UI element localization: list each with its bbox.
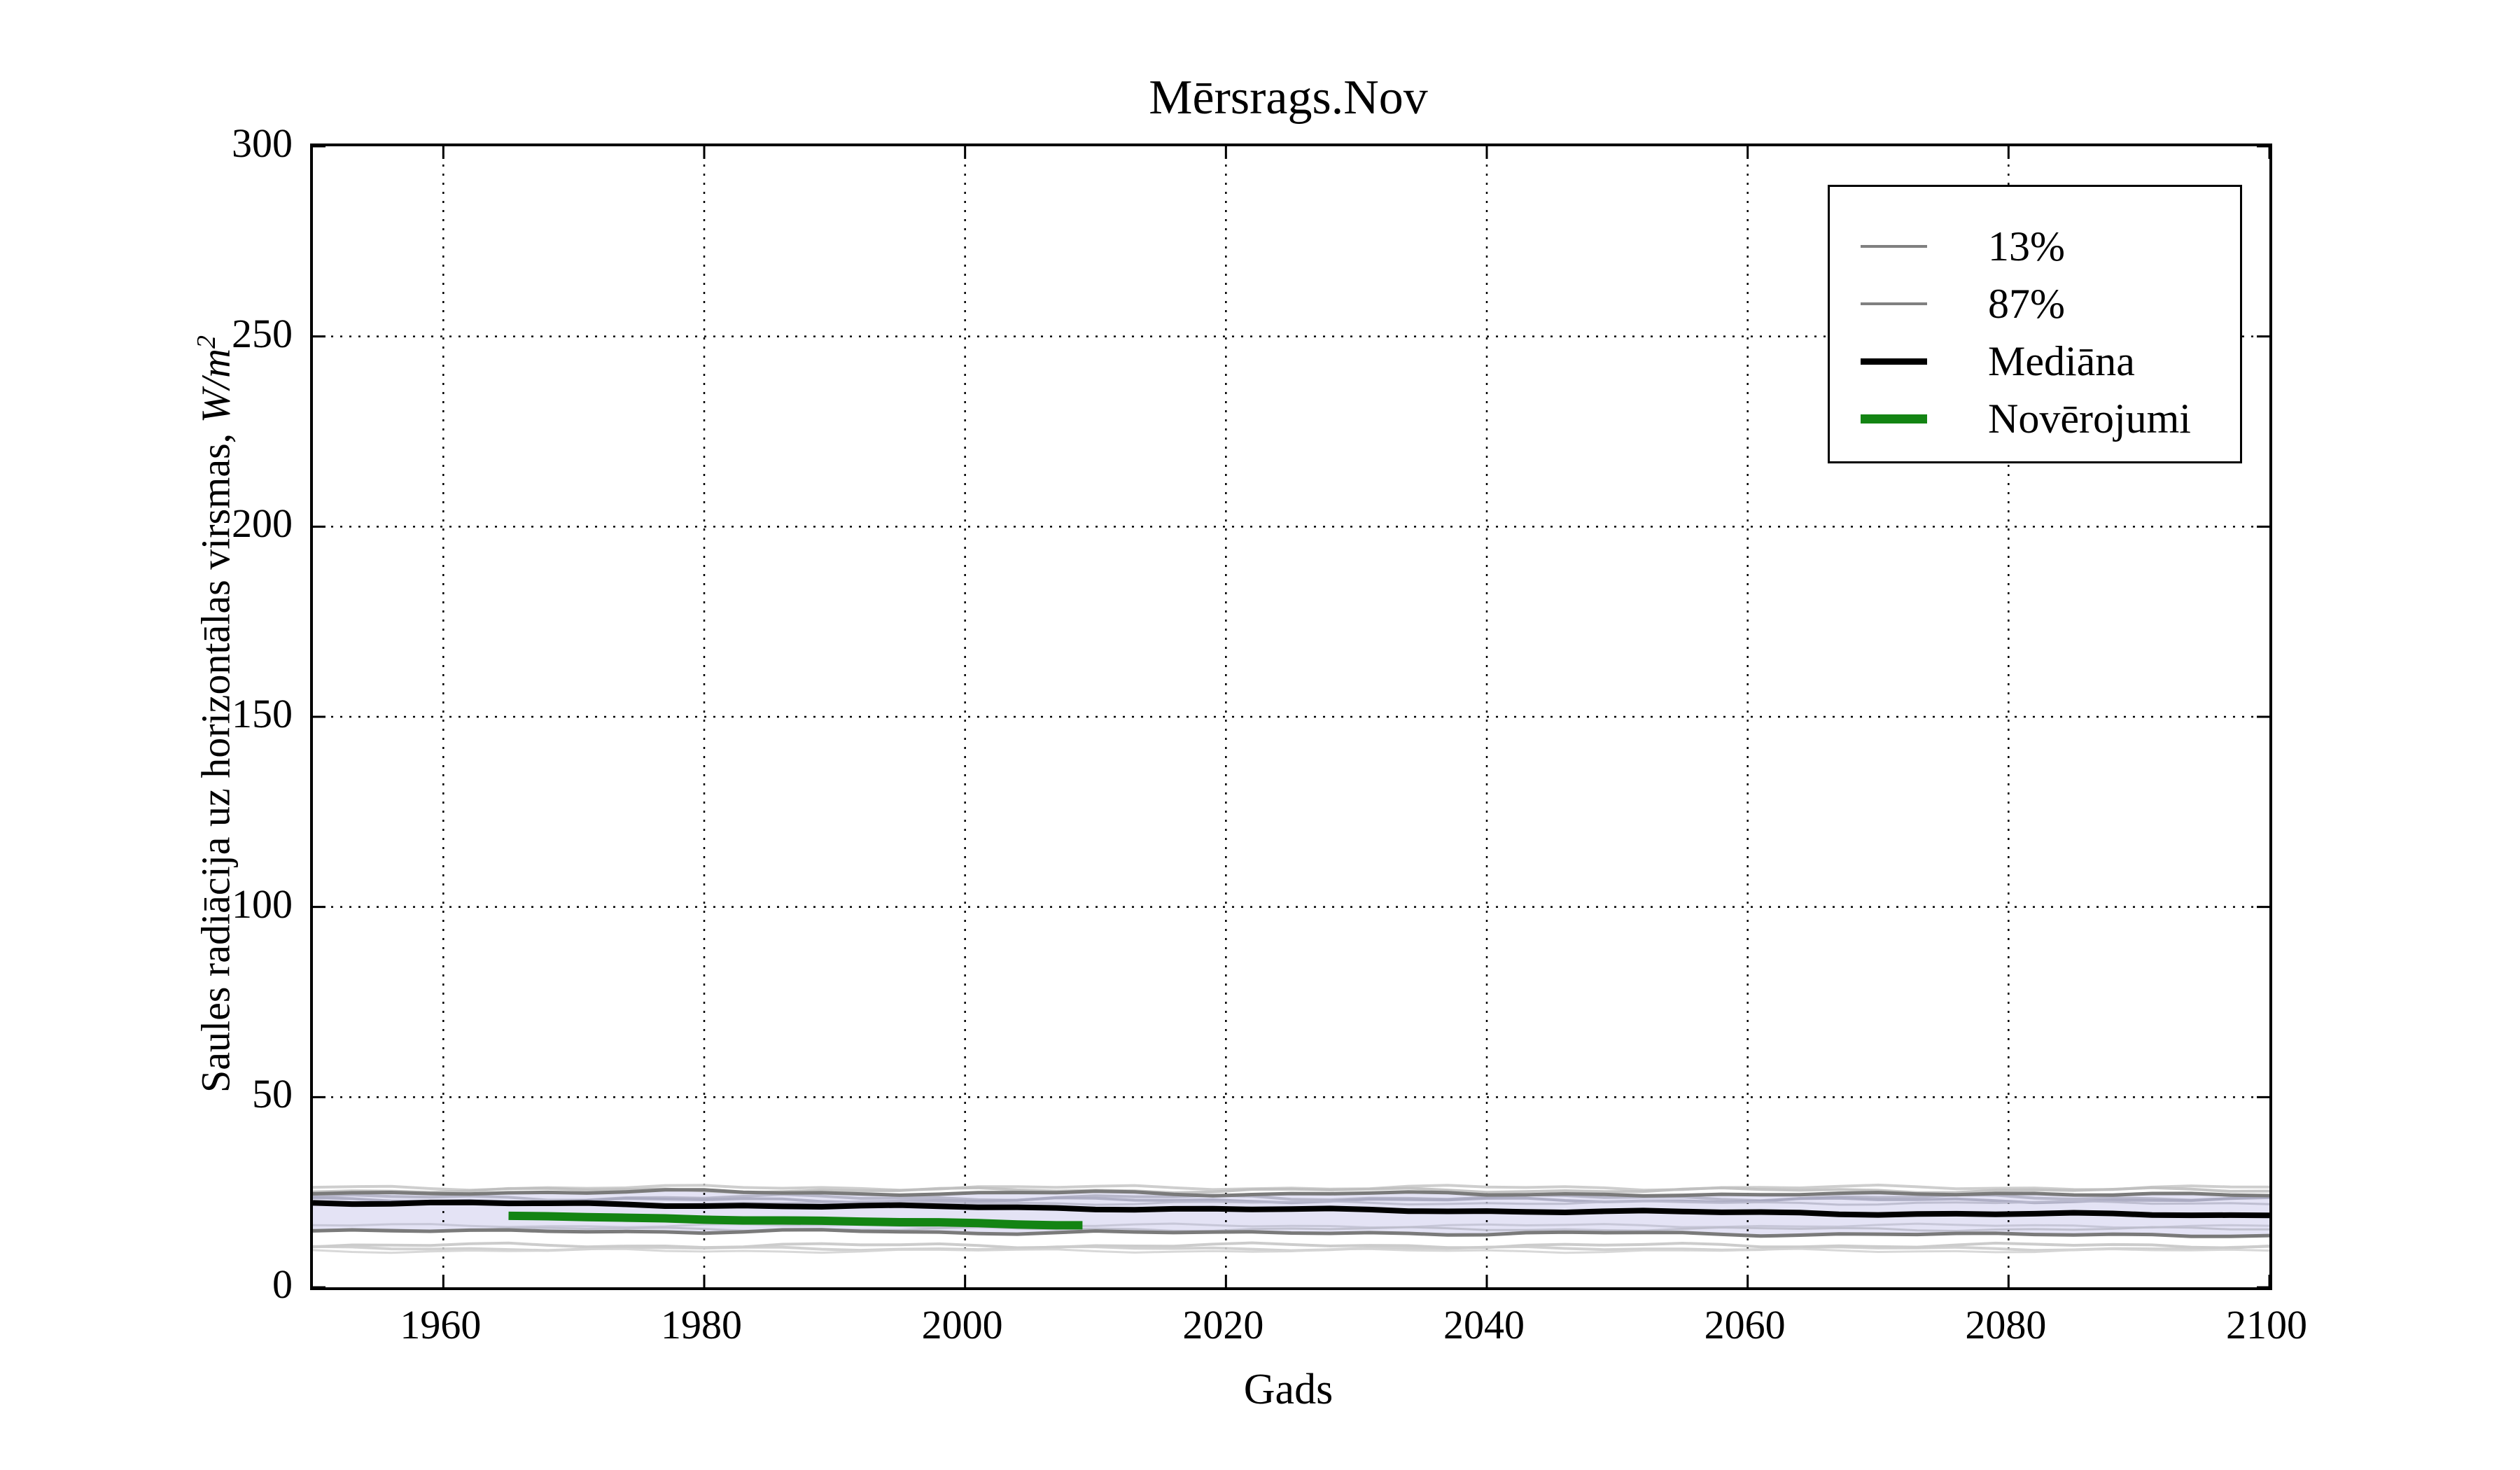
legend-line-noverojumi-swatch bbox=[1861, 414, 1927, 424]
chart-title: Mērsrags.Nov bbox=[1149, 71, 1428, 125]
y-axis-label-exponent: 2 bbox=[192, 335, 221, 349]
y-axis-label-text: Saules radiācija uz horizontālas virsmas… bbox=[192, 423, 239, 1093]
legend-item-87pct: 87% bbox=[1830, 275, 2240, 332]
ensemble-line-9 bbox=[313, 1247, 2269, 1254]
legend-label-87pct: 87% bbox=[1988, 280, 2065, 327]
legend: 13% 87% Mediāna Novērojumi bbox=[1828, 185, 2242, 463]
ensemble-line-1 bbox=[313, 1186, 2269, 1195]
legend-item-13pct: 13% bbox=[1830, 218, 2240, 275]
series-novrojumi bbox=[508, 1211, 1083, 1230]
x-tick-label-2020: 2020 bbox=[1182, 1302, 1264, 1348]
series-87 bbox=[313, 1188, 2269, 1198]
y-axis-label-units: W/m bbox=[192, 348, 239, 424]
y-tick-label-50: 50 bbox=[252, 1071, 293, 1117]
x-tick-label-2000: 2000 bbox=[921, 1302, 1003, 1348]
legend-item-noverojumi: Novērojumi bbox=[1830, 390, 2240, 447]
legend-line-13pct-swatch bbox=[1861, 245, 1927, 248]
ensemble-line-5 bbox=[313, 1222, 2269, 1229]
legend-label-13pct: 13% bbox=[1988, 223, 2065, 270]
y-tick-label-200: 200 bbox=[232, 500, 293, 547]
series-medina bbox=[313, 1199, 2269, 1219]
series-13 bbox=[313, 1228, 2269, 1238]
x-tick-label-1980: 1980 bbox=[661, 1302, 742, 1348]
x-tick-label-2080: 2080 bbox=[1965, 1302, 2047, 1348]
legend-label-mediana: Mediāna bbox=[1988, 337, 2135, 384]
y-tick-label-250: 250 bbox=[232, 310, 293, 356]
y-tick-label-0: 0 bbox=[272, 1261, 293, 1307]
legend-item-mediana: Mediāna bbox=[1830, 332, 2240, 390]
x-axis-label: Gads bbox=[1243, 1366, 1334, 1413]
x-tick-label-1960: 1960 bbox=[400, 1302, 482, 1348]
legend-line-87pct-swatch bbox=[1861, 302, 1927, 305]
legend-label-noverojumi: Novērojumi bbox=[1988, 395, 2191, 442]
x-tick-label-2100: 2100 bbox=[2226, 1302, 2307, 1348]
x-tick-label-2060: 2060 bbox=[1704, 1302, 1786, 1348]
legend-line-mediana-swatch bbox=[1861, 358, 1927, 365]
y-tick-label-300: 300 bbox=[232, 120, 293, 166]
x-tick-label-2040: 2040 bbox=[1443, 1302, 1525, 1348]
y-axis-label: Saules radiācija uz horizontālas virsmas… bbox=[178, 154, 238, 1274]
ensemble-line-6 bbox=[313, 1226, 2269, 1233]
y-tick-label-150: 150 bbox=[232, 691, 293, 736]
y-tick-label-100: 100 bbox=[232, 881, 293, 927]
